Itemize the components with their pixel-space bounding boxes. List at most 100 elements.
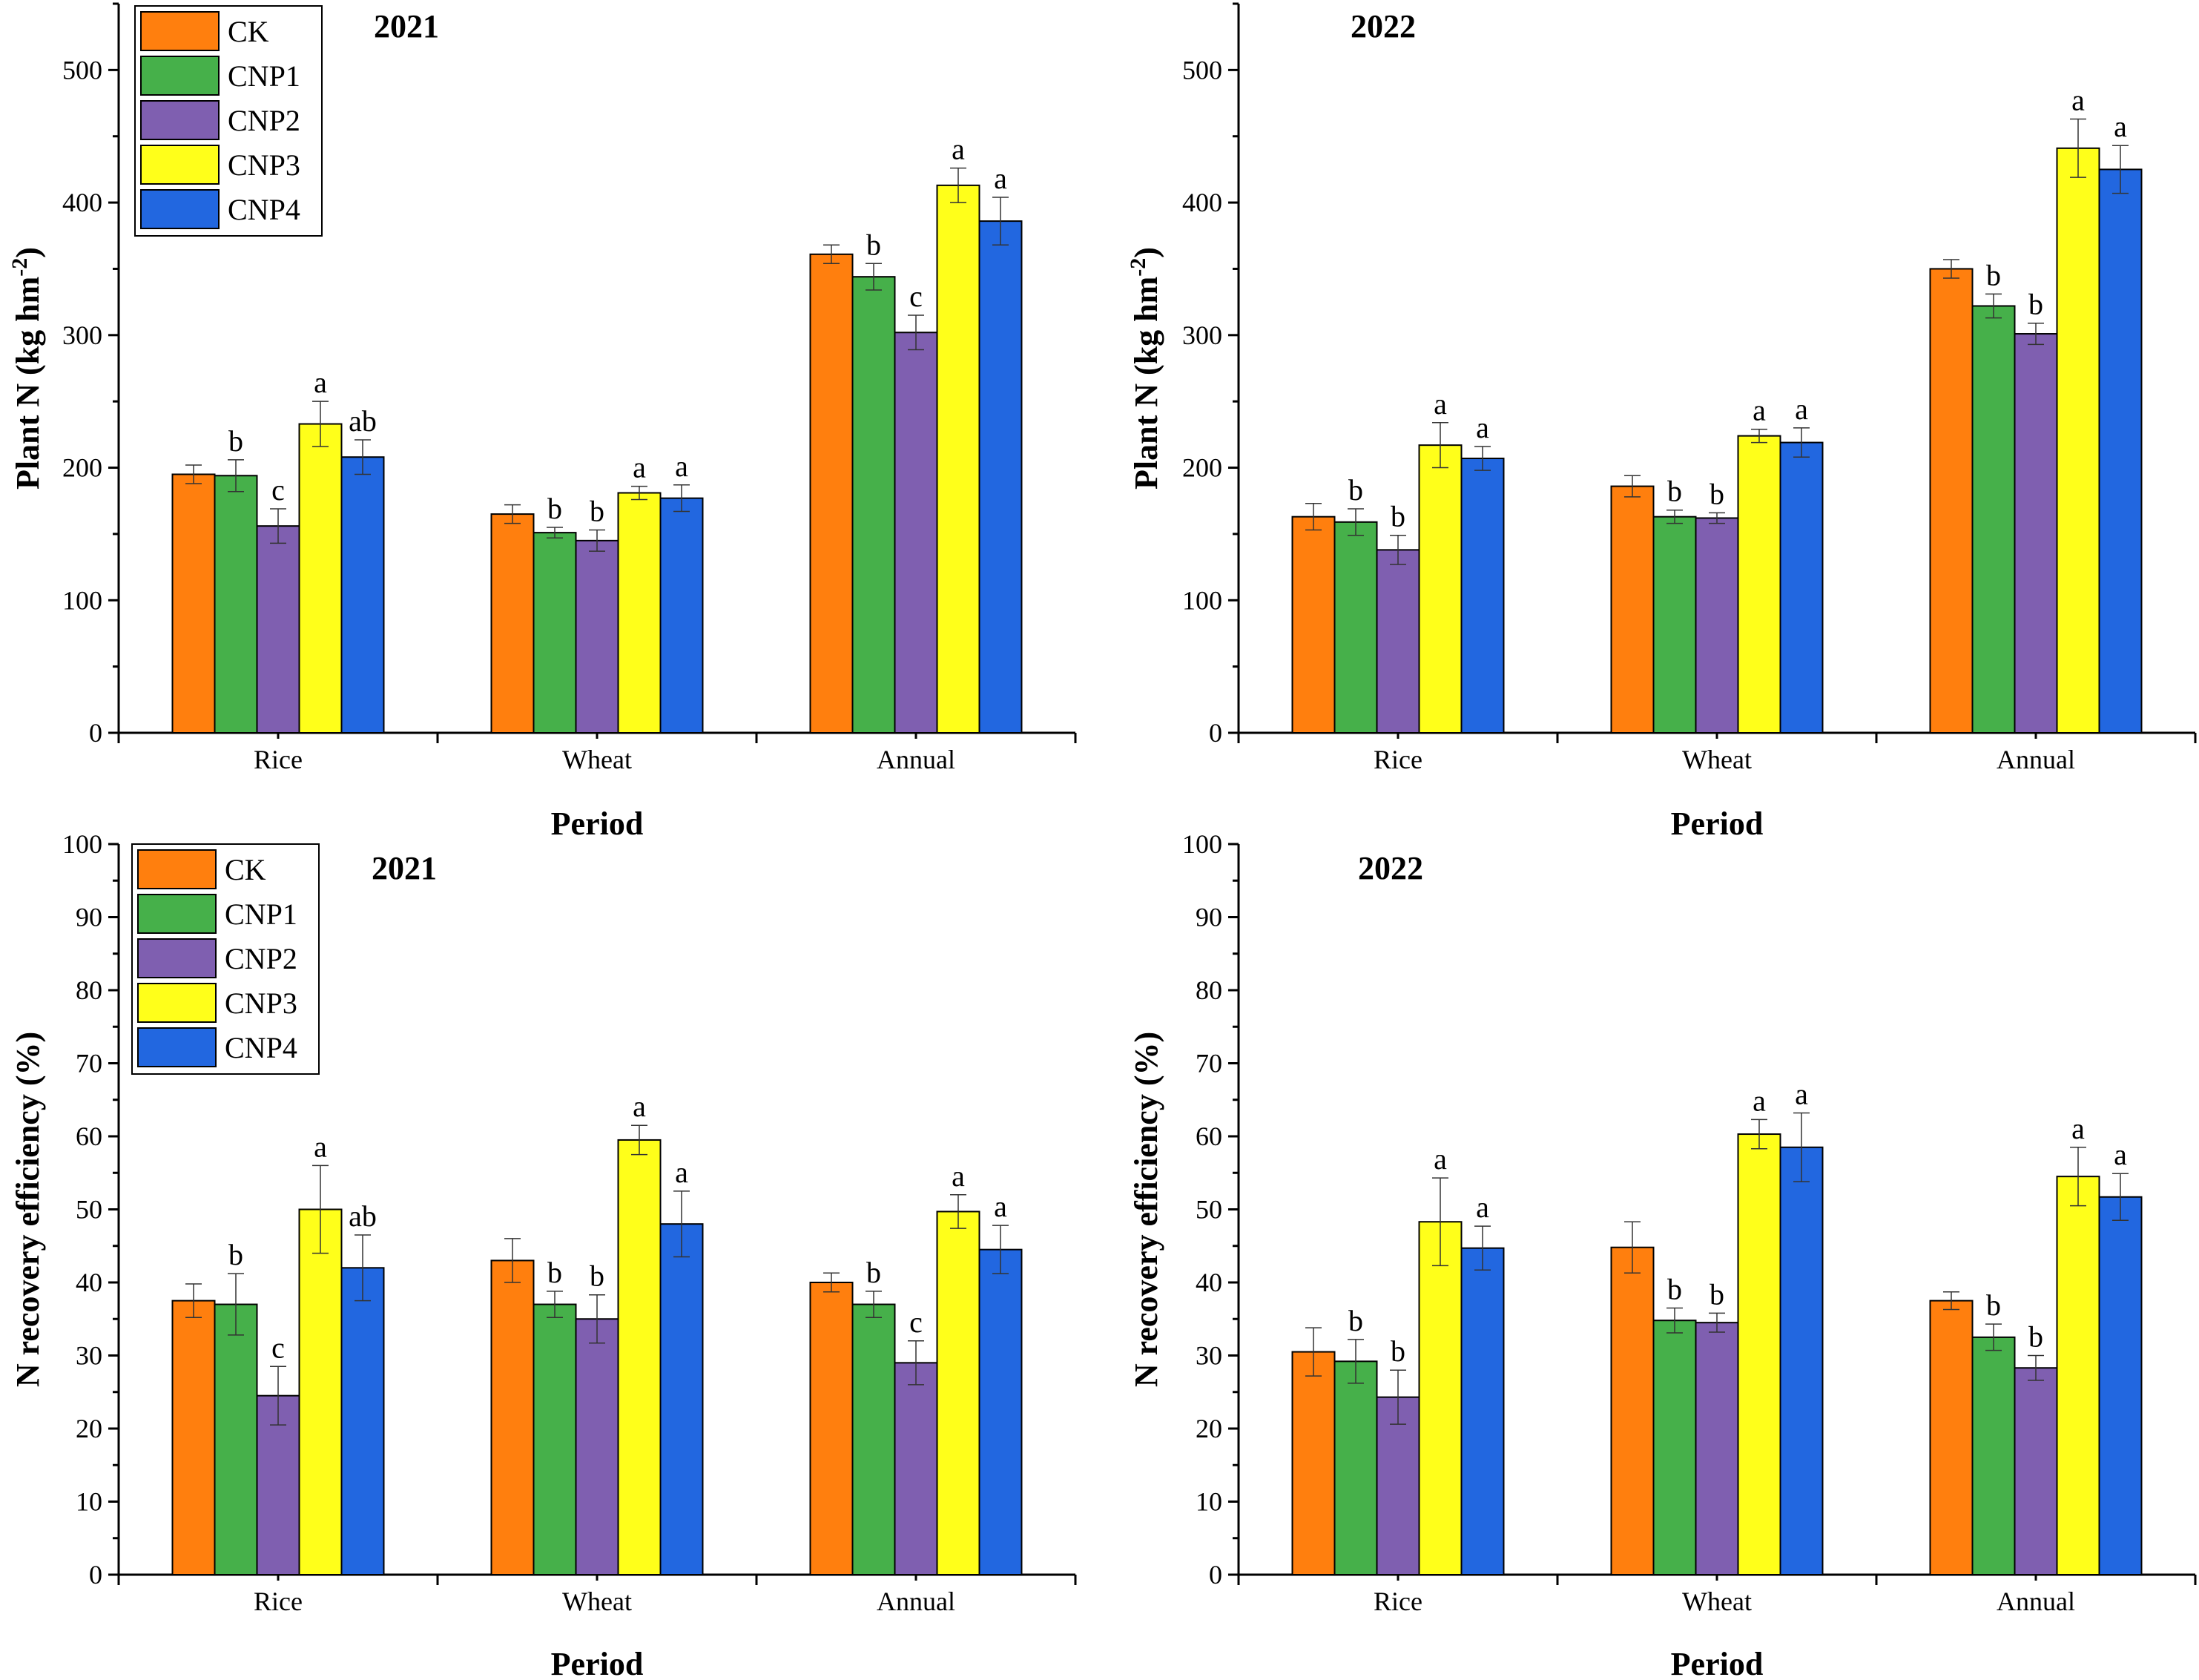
y-tick-label: 500 [1182,55,1222,85]
legend-swatch-cnp3 [140,145,220,185]
legend-label-cnp3: CNP3 [228,148,300,182]
legend-swatch-ck [137,849,217,889]
bar-cnp2-annual [2014,333,2058,734]
x-axis-title: Period [1671,1646,1764,1680]
bar-cnp1-annual [1971,305,2016,734]
y-axis-title-main: N recovery efficiency (%) [1128,1032,1164,1387]
bar-cnp2-annual [894,1362,938,1575]
y-tick-label: 90 [1196,903,1222,932]
significance-letter: ab [349,404,377,438]
y-tick-label: 30 [76,1341,102,1371]
bar-cnp2-wheat [1695,1322,1739,1576]
bar-cnp4-rice [1460,1247,1505,1575]
significance-letter: a [2071,83,2085,116]
y-tick-label: 20 [1196,1414,1222,1443]
panel-title: 2021 [374,8,439,45]
significance-letter: ab [349,1199,377,1233]
significance-letter: b [1348,1304,1363,1337]
significance-letter: a [633,451,646,484]
significance-letter: b [547,492,562,525]
bar-ck-rice [1291,515,1336,734]
x-axis-title: Period [1671,806,1764,842]
y-axis-title-main: Plant N (kg hm [10,277,46,490]
legend-swatch-cnp2 [137,938,217,978]
bar-ck-annual [1929,268,1974,734]
significance-letter: c [271,1331,285,1364]
x-category-label: Wheat [1682,1587,1752,1616]
significance-letter: a [1476,411,1489,444]
bar-cnp3-wheat [617,1139,662,1576]
legend-label-cnp1: CNP1 [228,59,300,93]
bar-cnp4-annual [978,220,1023,734]
bar-cnp1-wheat [1652,1320,1697,1575]
significance-letter: a [1753,394,1766,427]
bar-cnp4-annual [2098,168,2143,734]
significance-letter: a [1476,1190,1489,1224]
y-tick-label: 500 [62,55,102,85]
significance-letter: b [547,1256,562,1289]
significance-letter: b [1348,473,1363,507]
y-tick-label: 200 [1182,453,1222,483]
bar-ck-annual [1929,1299,1974,1575]
y-axis-title-sup: -2 [1126,258,1150,277]
x-category-label: Annual [877,745,955,774]
legend: CK CNP1 CNP2 CNP3 CNP4 [131,843,320,1075]
significance-letter: a [314,366,327,399]
y-axis-title: N recovery efficiency (%) [10,1032,46,1387]
bar-cnp3-rice [298,1208,343,1575]
y-axis-title-main: Plant N (kg hm [1128,277,1164,490]
bar-cnp1-annual [1971,1336,2016,1575]
bar-cnp2-wheat [575,1318,619,1575]
significance-letter: b [1391,500,1405,533]
bar-cnp3-annual [2056,1176,2100,1576]
significance-letter: a [994,1190,1007,1223]
y-tick-label: 0 [1209,718,1222,748]
significance-letter: b [1986,1288,2001,1322]
y-tick-label: 10 [76,1487,102,1517]
x-axis-title: Period [551,806,644,842]
significance-letter: b [1667,475,1682,508]
bar-cnp4-wheat [1779,441,1824,734]
significance-letter: b [1667,1272,1682,1305]
bar-ck-wheat [490,1259,535,1575]
bar-cnp1-wheat [1652,515,1697,734]
bar-cnp4-annual [978,1248,1023,1576]
legend-label-cnp4: CNP4 [228,193,300,226]
y-axis-title-sup: -2 [7,258,32,277]
y-tick-label: 60 [1196,1121,1222,1151]
x-category-label: Wheat [562,745,632,774]
legend-label-cnp4: CNP4 [225,1031,297,1064]
bar-ck-annual [809,253,854,734]
x-category-label: Rice [1374,745,1422,774]
significance-letter: a [1795,392,1808,426]
significance-letter: c [271,473,285,507]
significance-letter: a [1795,1077,1808,1110]
panel-title: 2022 [1351,8,1416,45]
y-tick-label: 0 [89,1560,102,1590]
bar-cnp2-rice [256,525,300,734]
significance-letter: b [228,424,243,458]
significance-letter: a [2071,1112,2085,1145]
significance-letter: b [590,1259,604,1293]
significance-letter: a [1434,1142,1447,1176]
bar-cnp3-rice [298,423,343,734]
significance-letter: b [866,1256,881,1289]
bar-cnp4-rice [340,1267,385,1576]
bar-cnp4-wheat [659,497,704,734]
bar-cnp3-wheat [1737,1133,1781,1576]
legend: CK CNP1 CNP2 CNP3 CNP4 [134,5,323,237]
y-tick-label: 300 [62,320,102,350]
y-tick-label: 100 [62,585,102,615]
significance-letter: a [952,1159,965,1193]
bar-cnp2-annual [894,332,938,734]
bar-cnp2-wheat [1695,517,1739,734]
significance-letter: b [228,1238,243,1271]
bar-cnp1-rice [214,475,258,734]
bar-cnp3-rice [1418,444,1463,734]
bar-cnp4-wheat [659,1223,704,1575]
significance-letter: a [2114,110,2127,143]
